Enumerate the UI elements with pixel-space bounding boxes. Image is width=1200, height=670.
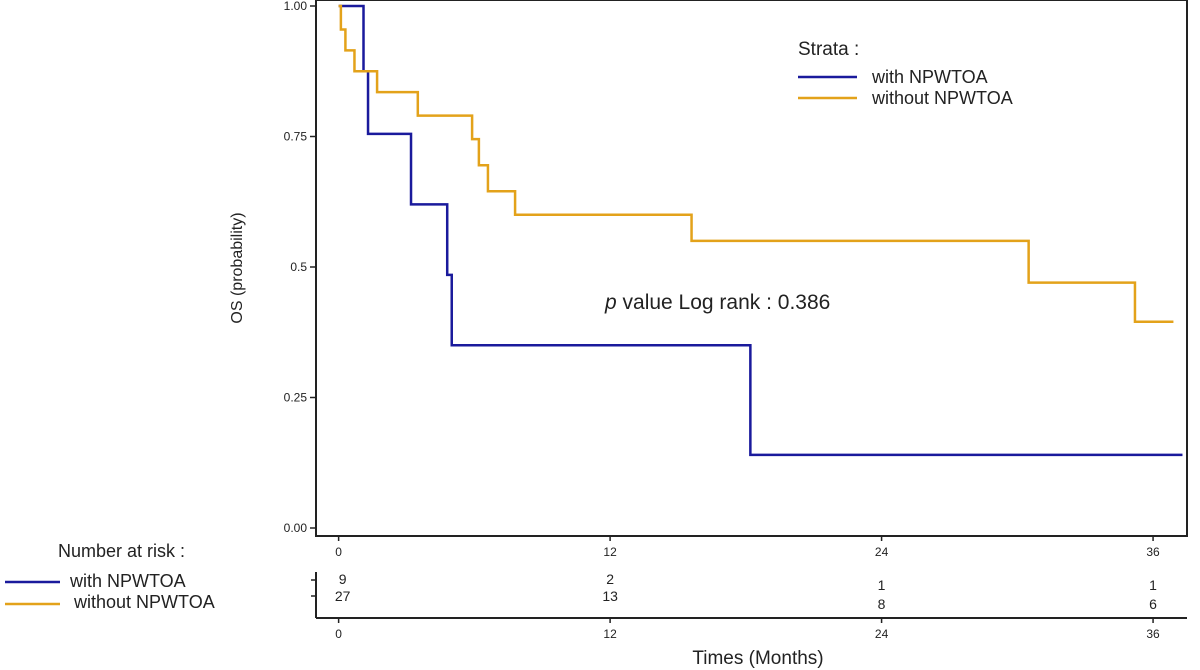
risk-x-ticks: 0 12 24 36: [335, 618, 1160, 641]
y-tick-label-4: 1.00: [284, 0, 308, 13]
p-italic: p: [604, 291, 617, 314]
x-tick-label-0: 0: [335, 545, 342, 559]
legend: Strata : with NPWTOA without NPWTOA: [798, 39, 1013, 108]
risk-value-r0-c0: 9: [339, 571, 347, 587]
x-tick-label-3: 36: [1146, 545, 1160, 559]
risk-x-tick-label-0: 0: [335, 627, 342, 641]
x-tick-label-2: 24: [875, 545, 889, 559]
risk-row-label-without-npwtoa: without NPWTOA: [73, 592, 215, 612]
risk-values: 9 2 1 1 27 13 8 6: [335, 571, 1157, 612]
x-tick-label-1: 12: [603, 545, 617, 559]
risk-table-legend: with NPWTOA without NPWTOA: [5, 571, 215, 612]
y-tick-label-2: 0.5: [290, 260, 307, 274]
risk-x-tick-label-3: 36: [1146, 627, 1160, 641]
risk-x-tick-label-2: 24: [875, 627, 889, 641]
y-tick-label-1: 0.25: [284, 391, 308, 405]
survival-curves: [338, 4, 1183, 457]
risk-value-r1-c3: 6: [1149, 596, 1157, 612]
risk-value-r0-c1: 2: [606, 571, 614, 587]
risk-table-title: Number at risk :: [58, 541, 185, 561]
risk-value-r1-c1: 13: [602, 588, 618, 604]
plot-frame: [315, 0, 1188, 537]
y-tick-label-3: 0.75: [284, 130, 308, 144]
x-axis-label: Times (Months): [692, 648, 823, 669]
log-rank-annotation: p value Log rank : 0.386: [604, 291, 830, 314]
risk-row-label-with-npwtoa: with NPWTOA: [69, 571, 186, 591]
curve-with-npwtoa: [338, 4, 1183, 457]
y-ticks: 0.00 0.25 0.5 0.75 1.00: [284, 0, 316, 535]
legend-title: Strata :: [798, 39, 859, 60]
legend-entry-with-npwtoa: with NPWTOA: [871, 67, 988, 87]
x-ticks: 0 12 24 36: [335, 536, 1160, 559]
risk-value-r1-c0: 27: [335, 588, 351, 604]
risk-x-tick-label-1: 12: [603, 627, 617, 641]
risk-value-r1-c2: 8: [878, 596, 886, 612]
y-axis-label: OS (probability): [229, 212, 246, 323]
risk-value-r0-c3: 1: [1149, 577, 1157, 593]
risk-value-r0-c2: 1: [878, 577, 886, 593]
legend-entry-without-npwtoa: without NPWTOA: [871, 88, 1013, 108]
p-value-text: value Log rank : 0.386: [617, 291, 831, 314]
curve-without-npwtoa: [338, 4, 1174, 324]
y-tick-label-0: 0.00: [284, 521, 308, 535]
